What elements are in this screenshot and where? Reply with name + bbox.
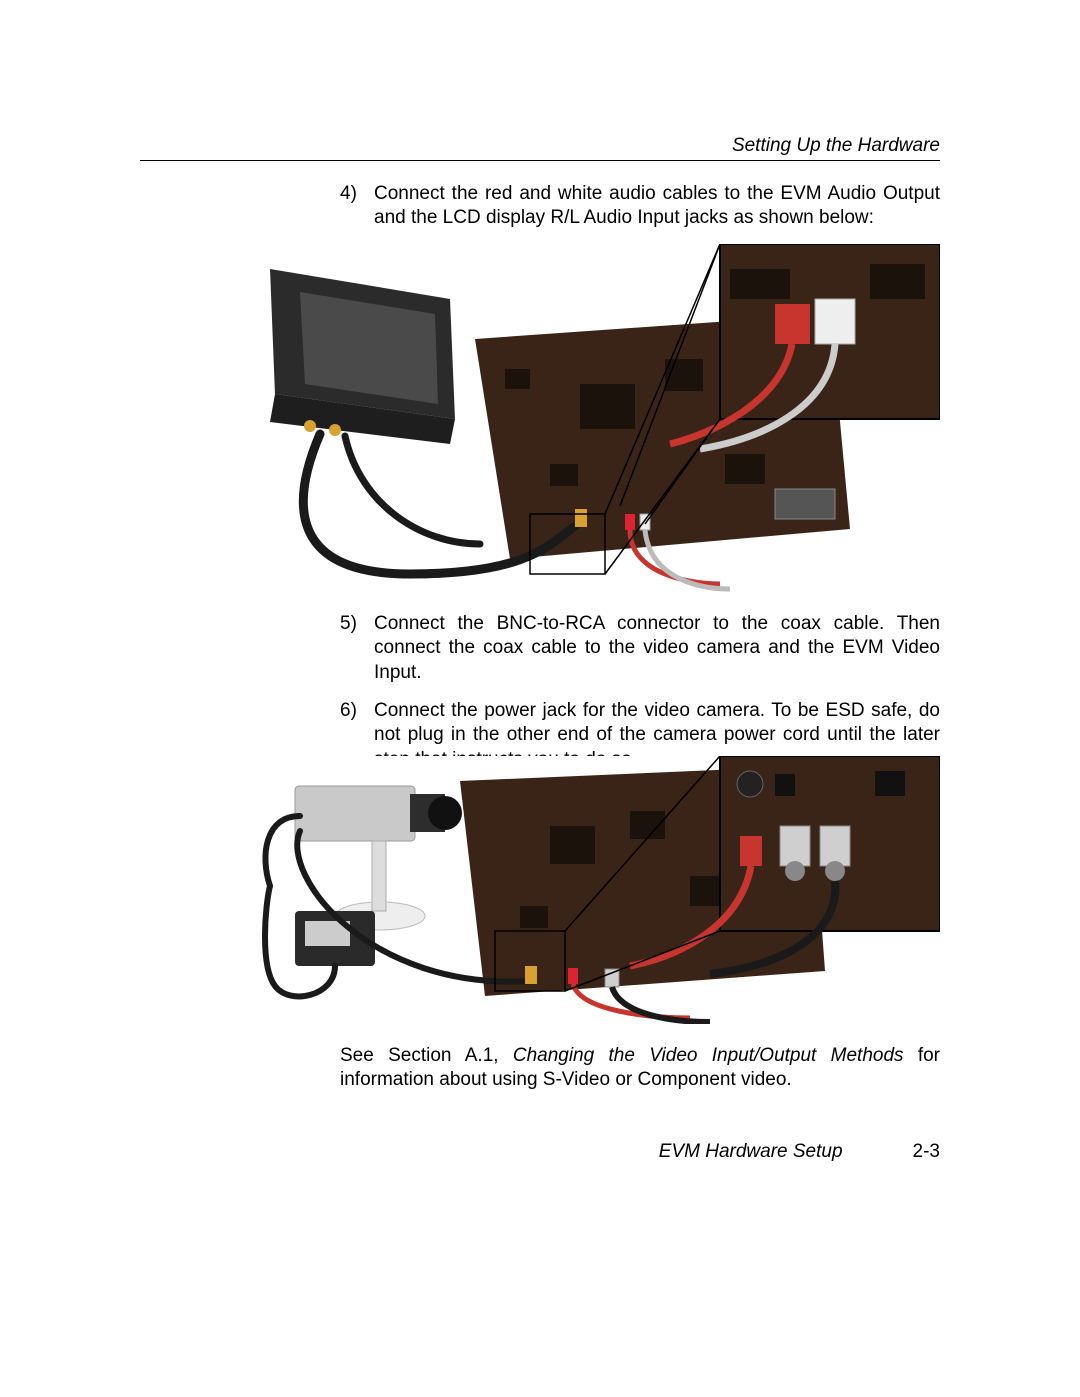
figure-audio-cables-svg (250, 244, 940, 592)
footer-page-number: 2-3 (913, 1141, 940, 1162)
footer-doc-title: EVM Hardware Setup (659, 1141, 843, 1162)
figure-video-camera-svg (250, 756, 940, 1024)
page-footer: EVM Hardware Setup 2-3 (0, 1141, 940, 1163)
header-rule (140, 160, 940, 161)
reference-title: Changing the Video Input/Output Methods (513, 1045, 904, 1066)
page: Setting Up the Hardware 4) Connect the r… (0, 0, 1080, 1397)
figure-video-camera (250, 756, 940, 1024)
step-4-text: Connect the red and white audio cables t… (374, 182, 940, 231)
step-4-number: 4) (340, 182, 374, 231)
figure-audio-cables (250, 244, 940, 592)
step-4: 4) Connect the red and white audio cable… (340, 182, 940, 245)
reference-paragraph: See Section A.1, Changing the Video Inpu… (340, 1044, 940, 1093)
running-header: Setting Up the Hardware (732, 135, 940, 157)
reference-pre: See Section A.1, (340, 1045, 513, 1066)
step-5-text: Connect the BNC-to-RCA connector to the … (374, 612, 940, 685)
step-5-number: 5) (340, 612, 374, 685)
